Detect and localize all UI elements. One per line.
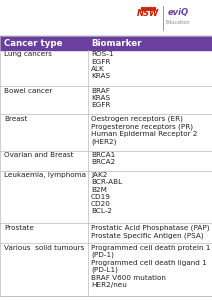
Text: eviQ: eviQ (167, 8, 188, 16)
Text: ROS-1
EGFR
ALK
KRAS: ROS-1 EGFR ALK KRAS (91, 51, 113, 79)
Text: NSW: NSW (137, 10, 159, 19)
Text: Ovarian and Breast: Ovarian and Breast (4, 152, 74, 158)
Text: Lung cancers: Lung cancers (4, 51, 52, 57)
Text: Various  solid tumours: Various solid tumours (4, 245, 84, 251)
Bar (0, 151, 212, 171)
Bar (0, 50, 212, 86)
Bar (0, 224, 212, 243)
Text: Prostate: Prostate (4, 225, 34, 231)
Text: Leukaemia, lymphoma: Leukaemia, lymphoma (4, 172, 86, 178)
Text: Biomarker: Biomarker (91, 38, 141, 47)
Bar (0, 243, 212, 296)
Text: Education: Education (166, 20, 190, 25)
Text: BRCA1
BRCA2: BRCA1 BRCA2 (91, 152, 115, 165)
Bar (0, 36, 212, 50)
Text: Programmed cell death protein 1
(PD-1)
Programmed cell death ligand 1
(PD-L1)
BR: Programmed cell death protein 1 (PD-1) P… (91, 245, 210, 288)
Bar (0, 114, 212, 151)
Bar (0, 86, 212, 114)
Bar (0, 171, 212, 224)
Text: Cancer type: Cancer type (4, 38, 63, 47)
Text: Oestrogen receptors (ER)
Progesterone receptors (PR)
Human Epidermal Receptor 2
: Oestrogen receptors (ER) Progesterone re… (91, 116, 198, 145)
Text: Breast: Breast (4, 116, 27, 122)
Text: JAK2
BCR-ABL
B2M
CD19
CD20
BCL-2: JAK2 BCR-ABL B2M CD19 CD20 BCL-2 (91, 172, 122, 214)
Text: BRAF
KRAS
EGFR: BRAF KRAS EGFR (91, 88, 110, 108)
Text: Bowel cancer: Bowel cancer (4, 88, 52, 94)
Bar (0, 36, 212, 296)
Text: Prostatic Acid Phosphatase (PAP)
Prostate Specific Antigen (PSA): Prostatic Acid Phosphatase (PAP) Prostat… (91, 225, 209, 239)
